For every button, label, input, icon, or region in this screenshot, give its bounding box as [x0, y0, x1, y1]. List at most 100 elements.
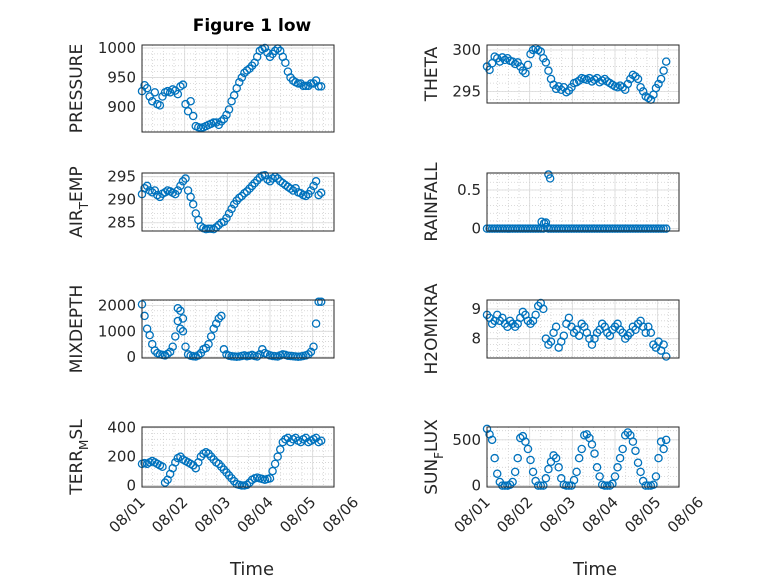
- data-point: [654, 453, 663, 463]
- data-point: [636, 83, 645, 92]
- axes-frame: [486, 44, 680, 104]
- data-point: [265, 177, 275, 186]
- data-point: [316, 436, 326, 445]
- y-tick-label: 0: [471, 220, 481, 238]
- data-point: [219, 345, 229, 354]
- y-axis-label-main: MIXDEPTH: [67, 285, 87, 374]
- data-point: [526, 49, 535, 59]
- data-point: [636, 467, 645, 477]
- y-tick-label: 295: [107, 168, 136, 186]
- data-point: [314, 297, 323, 307]
- data-point: [572, 467, 581, 477]
- data-point: [590, 449, 599, 458]
- series-points: [482, 298, 671, 361]
- data-point: [140, 183, 149, 193]
- data-point: [145, 330, 154, 340]
- data-point: [316, 82, 326, 91]
- data-point: [270, 46, 280, 56]
- y-axis-label: H2OMIXRA: [422, 283, 442, 374]
- data-point: [518, 66, 528, 75]
- y-axis-label: PRESSURE: [67, 44, 87, 133]
- data-point: [569, 475, 579, 485]
- data-point: [656, 74, 666, 84]
- subplot-2: 285 290 295 AIRTEMP: [67, 166, 335, 238]
- series-points: [482, 44, 671, 104]
- series-points: [137, 171, 326, 234]
- data-point: [268, 466, 277, 476]
- y-axis-label-subscript: M: [77, 440, 91, 450]
- y-tick-label: 900: [107, 98, 136, 116]
- subplot-7: 0 500 08/01 08/02 08/03 08/04 08/05 08/06 SUNFLU…: [422, 419, 707, 537]
- data-point: [633, 458, 643, 467]
- x-tick-label: 08/03: [191, 493, 234, 536]
- data-point: [245, 184, 254, 193]
- y-tick-label: 300: [452, 41, 481, 59]
- y-tick-label: 0: [471, 477, 481, 495]
- data-point: [217, 117, 226, 126]
- data-point: [656, 437, 666, 446]
- data-point: [508, 477, 517, 487]
- data-point: [178, 177, 188, 186]
- y-axis-label-tail: LUX: [422, 419, 442, 452]
- data-point: [168, 342, 177, 351]
- data-point: [533, 481, 543, 490]
- data-point: [265, 474, 275, 483]
- data-point: [544, 66, 553, 75]
- data-point: [651, 83, 661, 93]
- data-point: [314, 82, 323, 91]
- data-point: [171, 332, 180, 341]
- data-point: [183, 107, 193, 116]
- axes-frame: [141, 44, 335, 133]
- data-point: [232, 196, 241, 205]
- data-point: [628, 437, 638, 446]
- data-point: [181, 342, 190, 351]
- axes-frame: [141, 172, 335, 232]
- data-point: [631, 72, 640, 81]
- data-point: [523, 60, 533, 70]
- data-point: [240, 68, 249, 78]
- data-point: [490, 453, 499, 463]
- data-point: [618, 444, 627, 454]
- data-point: [574, 453, 584, 463]
- y-tick-label: 500: [452, 431, 481, 449]
- y-tick-label: 0: [126, 348, 136, 366]
- y-axis-label: MIXDEPTH: [67, 285, 87, 374]
- data-point: [587, 440, 597, 449]
- data-point: [250, 178, 259, 188]
- data-point: [551, 84, 561, 94]
- data-point: [654, 79, 663, 89]
- data-point: [311, 319, 321, 328]
- data-point: [163, 349, 172, 359]
- axes-frame: [141, 426, 335, 488]
- data-point: [551, 322, 561, 332]
- data-point: [150, 88, 160, 97]
- data-point: [638, 87, 648, 96]
- axes-background: [487, 173, 679, 231]
- data-point: [656, 224, 666, 233]
- data-point: [173, 186, 183, 195]
- data-point: [574, 331, 584, 340]
- data-point: [577, 444, 586, 454]
- data-point: [304, 81, 313, 91]
- axes-frame: [486, 172, 680, 232]
- y-axis-label: RAINFALL: [422, 162, 442, 242]
- data-point: [293, 79, 303, 88]
- data-point: [620, 430, 630, 440]
- data-point: [237, 481, 247, 490]
- data-point: [526, 455, 535, 465]
- subplot-4: 0 1000 2000 MIXDEPTH: [67, 285, 335, 374]
- data-point: [309, 342, 318, 351]
- data-point: [214, 314, 224, 323]
- y-tick-label: 1000: [98, 39, 136, 57]
- figure-title: Figure 1 low: [193, 16, 312, 36]
- data-point: [661, 57, 671, 66]
- data-point: [659, 340, 668, 349]
- data-point: [600, 481, 610, 490]
- y-axis-label: THETA: [422, 46, 442, 102]
- data-point: [299, 81, 308, 91]
- data-point: [603, 481, 612, 490]
- data-point: [204, 224, 213, 233]
- y-axis-label-main: H2OMIXRA: [422, 283, 442, 374]
- data-point: [559, 331, 569, 340]
